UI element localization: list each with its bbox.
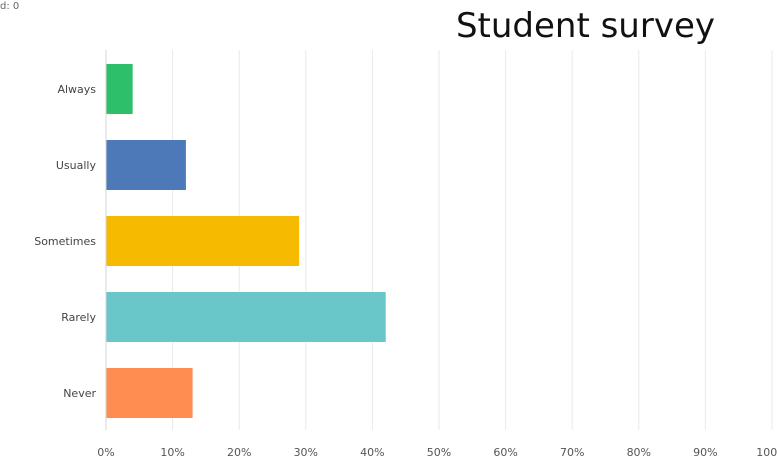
category-label-usually: Usually	[56, 159, 97, 172]
grid-lines	[172, 50, 773, 430]
x-tick-label: 80%	[627, 446, 651, 459]
bar-usually	[106, 140, 186, 190]
bar-sometimes	[106, 216, 300, 266]
category-label-sometimes: Sometimes	[34, 235, 96, 248]
x-tick-label: 20%	[227, 446, 251, 459]
x-tick-label: 40%	[360, 446, 384, 459]
category-label-never: Never	[63, 387, 96, 400]
x-tick-label: 70%	[560, 446, 584, 459]
cut-off-header-text: d: 0	[0, 1, 20, 12]
x-tick-label: 50%	[427, 446, 451, 459]
x-tick-label: 10%	[160, 446, 184, 459]
bar-never	[106, 368, 193, 418]
bars	[106, 64, 386, 418]
x-tick-label: 90%	[693, 446, 717, 459]
x-tick-label: 30%	[294, 446, 318, 459]
bar-rarely	[106, 292, 386, 342]
category-label-rarely: Rarely	[61, 311, 96, 324]
x-axis-ticks: 0% 10% 20% 30% 40% 50% 60% 70% 80% 90% 100%	[97, 446, 777, 459]
category-labels: Always Usually Sometimes Rarely Never	[34, 83, 96, 400]
x-tick-label: 60%	[493, 446, 517, 459]
category-label-always: Always	[57, 83, 96, 96]
x-tick-label: 100%	[756, 446, 777, 459]
chart-title: Student survey	[455, 6, 715, 46]
x-tick-label: 0%	[97, 446, 114, 459]
bar-always	[106, 64, 133, 114]
